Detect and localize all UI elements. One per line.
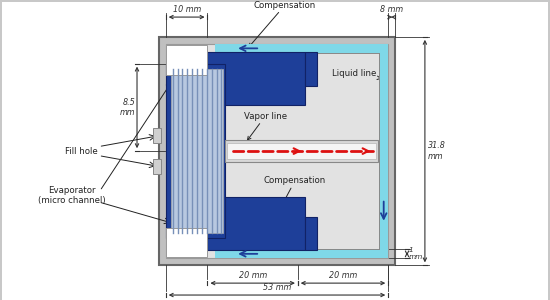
Bar [153, 159, 161, 174]
Bar [170, 69, 223, 233]
Text: Evaporator
(micro channel): Evaporator (micro channel) [38, 186, 105, 206]
Text: Compensation: Compensation [249, 1, 316, 47]
Text: 20 mm: 20 mm [239, 271, 267, 280]
Bar [305, 52, 317, 86]
Bar [216, 249, 388, 258]
Text: Vapor line: Vapor line [244, 112, 287, 140]
Bar [166, 64, 225, 239]
Bar [153, 128, 161, 143]
Text: 53 mm: 53 mm [263, 283, 291, 292]
Bar [305, 217, 317, 250]
Text: 8 mm: 8 mm [380, 5, 403, 14]
Bar [227, 143, 376, 159]
Bar [166, 45, 207, 75]
Bar [379, 44, 388, 257]
Text: 20 mm: 20 mm [329, 271, 357, 280]
Text: Liquid line: Liquid line [332, 69, 381, 80]
Bar [166, 227, 207, 257]
Bar [226, 140, 378, 162]
Text: Compensation: Compensation [264, 176, 326, 232]
Text: 8.5
mm: 8.5 mm [119, 98, 135, 117]
Text: 31.8
mm: 31.8 mm [428, 141, 446, 161]
Bar [207, 197, 305, 250]
Bar [159, 37, 395, 265]
Text: 1
mm: 1 mm [409, 247, 424, 260]
Text: 10 mm: 10 mm [173, 5, 201, 14]
Bar [166, 44, 388, 258]
Bar [207, 52, 305, 105]
Text: Fill hole: Fill hole [65, 147, 98, 156]
Bar [216, 44, 388, 53]
